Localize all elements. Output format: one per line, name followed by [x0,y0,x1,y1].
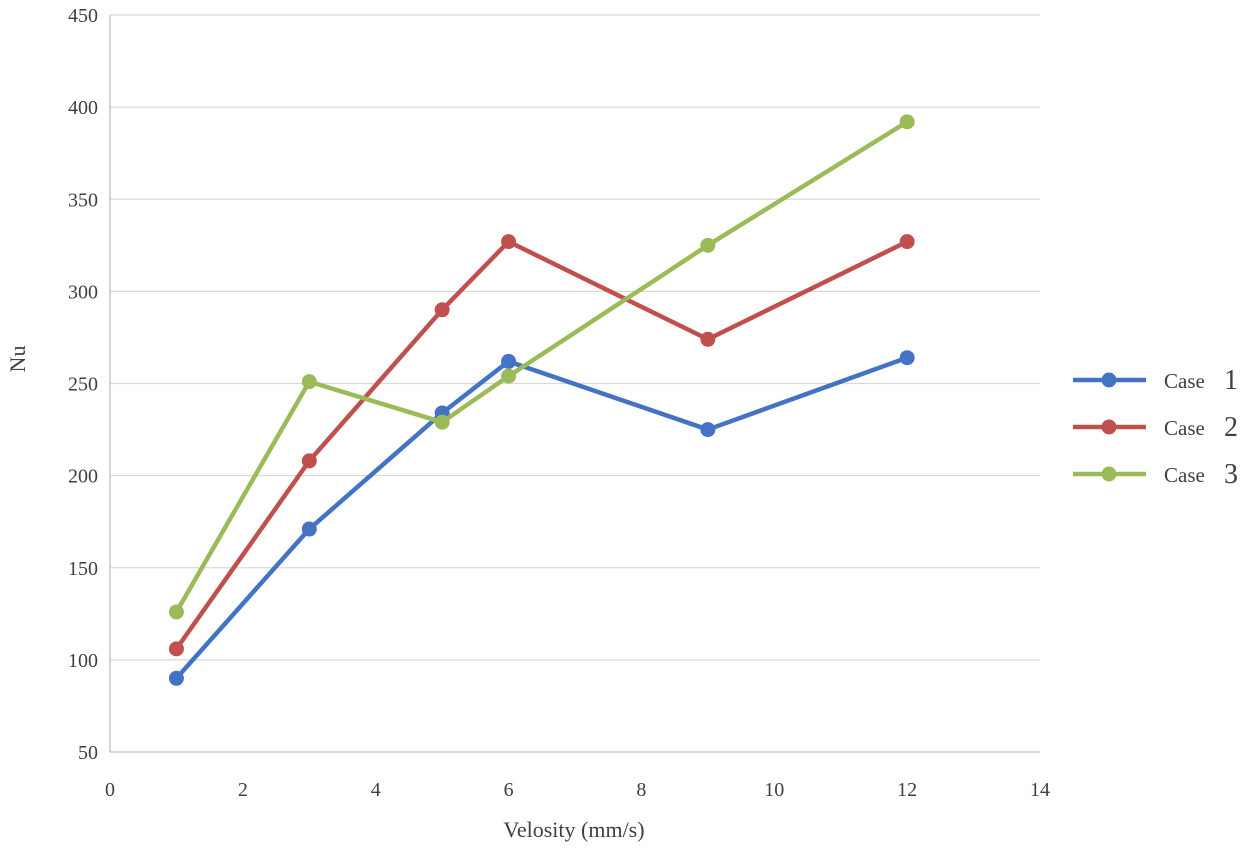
y-tick-label: 100 [68,650,98,672]
x-tick-label: 8 [636,779,646,801]
data-point [700,331,716,347]
data-point [434,414,450,430]
data-point [301,374,317,390]
data-point [501,368,517,384]
y-tick-label: 450 [68,5,98,27]
legend-swatch-marker [1101,372,1117,388]
data-point [168,604,184,620]
data-point [700,237,716,253]
legend-label-number: 1 [1224,365,1238,396]
data-point [301,521,317,537]
x-axis-title: Velosity (mm/s) [503,817,644,842]
series-line [174,239,909,651]
y-tick-label: 400 [68,97,98,119]
data-point [700,422,716,438]
series-group [168,114,915,686]
legend: Case 1 Case 2 Case 3 [1073,365,1238,490]
legend-label: Case [1164,416,1205,440]
y-tick-label: 250 [68,374,98,396]
legend-label-number: 3 [1224,459,1238,490]
legend-item: Case 3 [1073,459,1238,490]
y-axis-title: Nu [5,346,30,373]
data-point [301,453,317,469]
x-axis-ticks: 0 2 4 6 8 10 12 14 [105,779,1050,801]
data-point [434,302,450,318]
y-tick-label: 350 [68,189,98,211]
data-point [168,670,184,686]
legend-label-number: 2 [1224,412,1238,443]
y-tick-label: 300 [68,281,98,303]
x-tick-label: 14 [1030,779,1050,801]
y-tick-label: 50 [78,742,98,764]
x-tick-label: 12 [897,779,917,801]
legend-swatch-marker [1101,466,1117,482]
legend-label: Case [1164,369,1205,393]
x-tick-label: 0 [105,779,115,801]
legend-item: Case 2 [1073,412,1238,443]
legend-label: Case [1164,463,1205,487]
legend-item: Case 1 [1073,365,1238,396]
y-axis-ticks: 50 100 150 200 250 300 350 400 450 [68,5,98,764]
legend-swatch-marker [1101,419,1117,435]
x-tick-label: 4 [371,779,381,801]
data-point [501,234,517,250]
series-line [174,355,908,680]
x-tick-label: 2 [238,779,248,801]
data-point [899,350,915,366]
y-tick-label: 150 [68,558,98,580]
series-3 [168,114,915,620]
x-tick-label: 10 [764,779,784,801]
data-point [501,353,517,369]
series-1 [168,350,915,686]
data-point [899,234,915,250]
series-2 [168,234,915,657]
data-point [168,641,184,657]
series-line [174,119,909,614]
y-tick-label: 200 [68,466,98,488]
data-point [899,114,915,130]
x-tick-label: 6 [504,779,514,801]
